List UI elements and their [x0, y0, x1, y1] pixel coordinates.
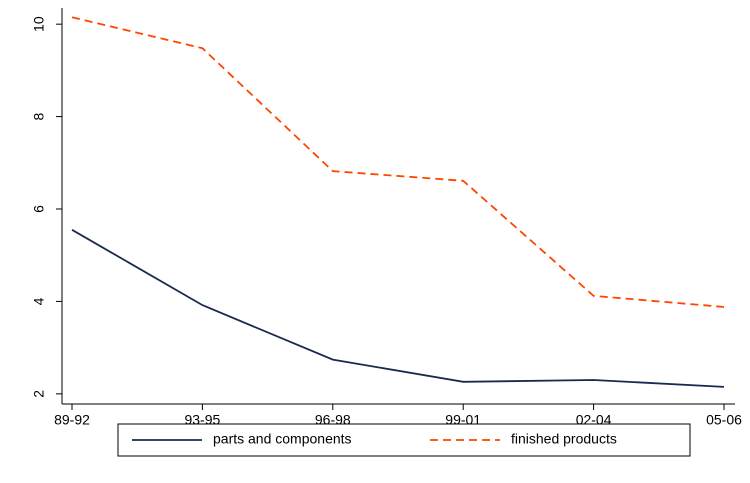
y-tick-label: 6 [31, 205, 47, 213]
series-line [71, 16, 725, 308]
x-tick-label: 05-06 [706, 412, 742, 428]
y-tick-label: 8 [31, 112, 47, 120]
legend-box [117, 423, 691, 457]
legend-label: finished products [511, 431, 617, 447]
x-tick-label: 89-92 [54, 412, 90, 428]
y-tick-label: 10 [31, 16, 47, 32]
legend-label: parts and components [213, 431, 352, 447]
y-tick-label: 2 [31, 390, 47, 398]
series-line [71, 229, 725, 388]
y-tick-label: 4 [31, 297, 47, 305]
